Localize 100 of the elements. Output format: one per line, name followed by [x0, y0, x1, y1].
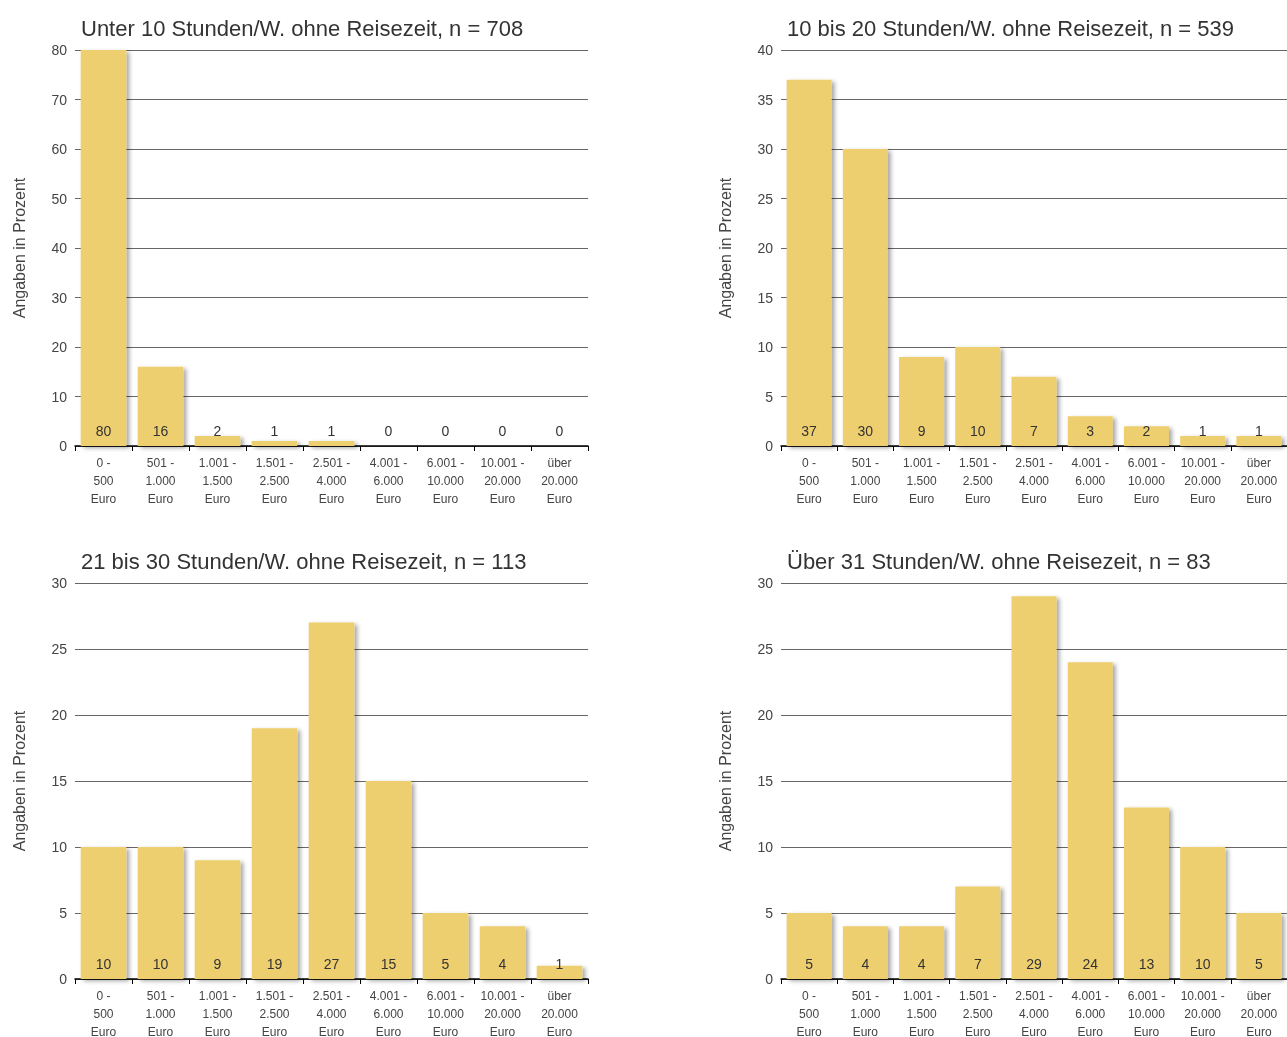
data-label: 0: [384, 423, 393, 439]
bar: [137, 847, 184, 979]
data-label: 5: [805, 956, 814, 972]
y-tick-label: 10: [757, 839, 774, 855]
bar: [955, 347, 1001, 446]
y-tick-label: 15: [757, 773, 774, 789]
bar: [308, 622, 355, 979]
x-tick-label: 6.001 - 10.000 Euro: [1127, 989, 1166, 1037]
x-tick-label: 10.001 - 20.000 Euro: [480, 456, 525, 506]
x-tick-label: 1.001 - 1.500 Euro: [902, 456, 941, 506]
data-label: 5: [441, 956, 450, 972]
y-tick-label: 5: [765, 388, 774, 405]
y-axis-title: Angaben in Prozent: [716, 710, 734, 852]
data-label: 9: [213, 956, 222, 972]
bar: [1067, 662, 1113, 979]
x-tick-label: über 20.000 Euro: [1240, 456, 1278, 506]
x-tick-label: 501 - 1.000 Euro: [145, 989, 176, 1037]
data-label: 10: [969, 423, 986, 439]
bar: [80, 50, 127, 446]
x-tick-label: 10.001 - 20.000 Euro: [1180, 989, 1225, 1037]
bar: [1180, 436, 1226, 446]
y-tick-label: 25: [757, 190, 774, 207]
x-tick-label: 2.501 - 4.000 Euro: [312, 989, 351, 1037]
data-label: 2: [1142, 423, 1151, 439]
y-tick-label: 30: [51, 289, 68, 306]
data-label: 2: [213, 423, 222, 439]
data-label: 30: [857, 423, 874, 439]
y-tick-label: 20: [51, 339, 68, 355]
bar: [1067, 416, 1113, 446]
y-axis-title: Angaben in Prozent: [716, 177, 734, 319]
x-tick-label: 2.501 - 4.000 Euro: [1015, 989, 1053, 1037]
y-tick-label: 0: [59, 971, 68, 987]
bar: [1180, 847, 1226, 979]
y-tick-label: 20: [757, 240, 774, 256]
y-tick-label: 70: [51, 91, 68, 108]
x-tick-label: 1.001 - 1.500 Euro: [198, 456, 237, 506]
bar: [137, 366, 184, 446]
bar: [194, 436, 241, 446]
data-label: 19: [266, 956, 283, 972]
bar: [308, 441, 355, 446]
bar: [251, 441, 298, 446]
bar: [1011, 376, 1057, 446]
y-tick-label: 10: [51, 388, 68, 405]
data-label: 24: [1082, 956, 1099, 972]
data-label: 7: [973, 956, 982, 972]
data-label: 1: [1198, 423, 1207, 439]
data-label: 0: [441, 423, 450, 439]
x-tick-label: 0 - 500 Euro: [90, 989, 117, 1037]
y-tick-label: 20: [757, 707, 774, 723]
data-label: 1: [327, 423, 336, 439]
x-tick-label: 4.001 - 6.000 Euro: [369, 989, 408, 1037]
y-tick-label: 25: [51, 641, 68, 657]
bar: [842, 149, 888, 446]
data-label: 80: [95, 423, 112, 439]
data-label: 1: [1254, 423, 1263, 439]
y-tick-label: 15: [51, 773, 68, 789]
data-label: 13: [1138, 956, 1155, 972]
x-tick-label: 4.001 - 6.000 Euro: [1071, 456, 1109, 506]
bar: [842, 926, 888, 979]
y-tick-label: 40: [51, 240, 68, 256]
bar: [479, 926, 526, 979]
y-axis-title: Angaben in Prozent: [10, 710, 28, 852]
x-tick-label: 6.001 - 10.000 Euro: [426, 456, 465, 506]
x-tick-label: 10.001 - 20.000 Euro: [480, 989, 525, 1037]
bar: [786, 913, 832, 979]
data-label: 37: [801, 423, 818, 439]
data-label: 0: [498, 423, 507, 439]
x-tick-label: 501 - 1.000 Euro: [850, 456, 881, 506]
data-label: 9: [917, 423, 926, 439]
x-tick-label: 6.001 - 10.000 Euro: [1127, 456, 1166, 506]
y-tick-label: 10: [51, 839, 68, 855]
bar: [1011, 596, 1057, 979]
x-tick-label: 1.501 - 2.500 Euro: [255, 989, 294, 1037]
data-label: 10: [152, 956, 169, 972]
data-label: 16: [152, 423, 169, 439]
x-tick-label: 10.001 - 20.000 Euro: [1180, 456, 1225, 506]
bar: [251, 728, 298, 979]
y-tick-label: 35: [757, 91, 774, 108]
x-tick-label: 0 - 500 Euro: [90, 456, 117, 506]
y-tick-label: 5: [765, 905, 774, 921]
x-tick-label: 2.501 - 4.000 Euro: [312, 456, 351, 506]
bar: [786, 79, 832, 446]
x-tick-label: 0 - 500 Euro: [796, 989, 823, 1037]
chart-title: Über 31 Stunden/W. ohne Reisezeit, n = 83: [787, 548, 1211, 574]
x-tick-label: über 20.000 Euro: [541, 989, 579, 1037]
y-tick-label: 25: [757, 641, 774, 657]
y-tick-label: 30: [757, 575, 774, 591]
x-tick-label: 501 - 1.000 Euro: [145, 456, 176, 506]
y-tick-label: 10: [757, 339, 774, 355]
y-tick-label: 5: [59, 905, 68, 921]
x-tick-label: 501 - 1.000 Euro: [850, 989, 881, 1037]
y-tick-label: 20: [51, 707, 68, 723]
x-tick-label: 4.001 - 6.000 Euro: [1071, 989, 1109, 1037]
bar: [1236, 913, 1282, 979]
chart-title: 21 bis 30 Stunden/W. ohne Reisezeit, n = 113: [81, 548, 527, 574]
y-tick-label: 0: [59, 438, 68, 454]
bar: [1123, 426, 1169, 446]
data-label: 15: [380, 956, 397, 972]
data-label: 10: [1194, 956, 1211, 972]
y-tick-label: 40: [757, 42, 774, 58]
